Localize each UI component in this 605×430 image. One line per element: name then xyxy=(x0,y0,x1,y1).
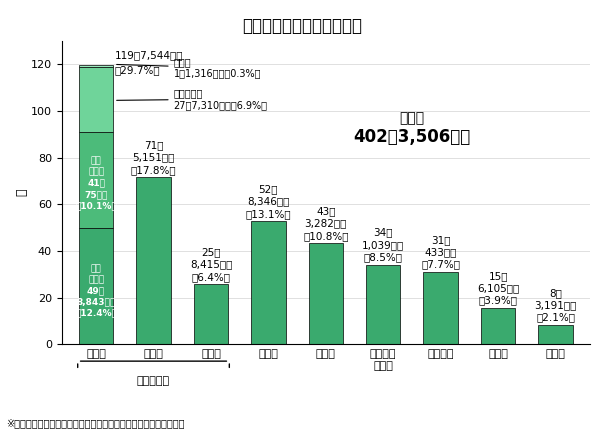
Text: その他
1億1,316万円（0.3%）: その他 1億1,316万円（0.3%） xyxy=(117,57,261,78)
Bar xyxy=(79,228,113,344)
Bar xyxy=(366,265,401,344)
Text: 71億
5,151万円
（17.8%）: 71億 5,151万円 （17.8%） xyxy=(131,140,176,175)
Bar xyxy=(251,221,286,344)
Text: 総　額: 総 額 xyxy=(399,111,425,125)
Text: 31億
433万円
（7.7%）: 31億 433万円 （7.7%） xyxy=(421,235,460,270)
Text: 8億
3,191万円
（2.1%）: 8億 3,191万円 （2.1%） xyxy=(534,288,577,322)
Bar xyxy=(136,178,171,344)
Bar xyxy=(424,272,458,344)
Y-axis label: 億: 億 xyxy=(15,189,28,197)
Text: 34億
1,039万円
（8.5%）: 34億 1,039万円 （8.5%） xyxy=(362,227,404,262)
Text: 義務的経費: 義務的経費 xyxy=(137,376,170,386)
Text: （29.7%）: （29.7%） xyxy=(114,65,160,75)
Text: 社会福祉費
27億7,310万円（6.9%）: 社会福祉費 27億7,310万円（6.9%） xyxy=(117,89,267,110)
Text: グラフ３　性質別歳出内訳: グラフ３ 性質別歳出内訳 xyxy=(243,17,362,35)
Bar xyxy=(309,243,343,344)
Text: 52億
8,346万円
（13.1%）: 52億 8,346万円 （13.1%） xyxy=(246,184,291,219)
Bar xyxy=(194,284,228,344)
Text: 119億7,544万円: 119億7,544万円 xyxy=(114,51,183,61)
Text: ※このグラフは、地方財政状況調査の分類方法を準用しています。: ※このグラフは、地方財政状況調査の分類方法を準用しています。 xyxy=(6,418,185,428)
Bar xyxy=(538,325,573,344)
Bar xyxy=(481,308,515,344)
Text: 15億
6,105万円
（3.9%）: 15億 6,105万円 （3.9%） xyxy=(477,271,519,306)
Bar xyxy=(79,65,113,68)
Text: 43億
3,282万円
（10.8%）: 43億 3,282万円 （10.8%） xyxy=(303,206,348,241)
Text: 402億3,506万円: 402億3,506万円 xyxy=(353,128,471,146)
Bar xyxy=(79,68,113,132)
Bar xyxy=(79,132,113,228)
Text: 児童
福祉費
49億
8,843万円
（12.4%）: 児童 福祉費 49億 8,843万円 （12.4%） xyxy=(75,264,117,317)
Text: 生活
保護費
41億
75万円
（10.1%）: 生活 保護費 41億 75万円 （10.1%） xyxy=(75,157,117,210)
Text: 25億
8,415万円
（6.4%）: 25億 8,415万円 （6.4%） xyxy=(190,247,232,282)
